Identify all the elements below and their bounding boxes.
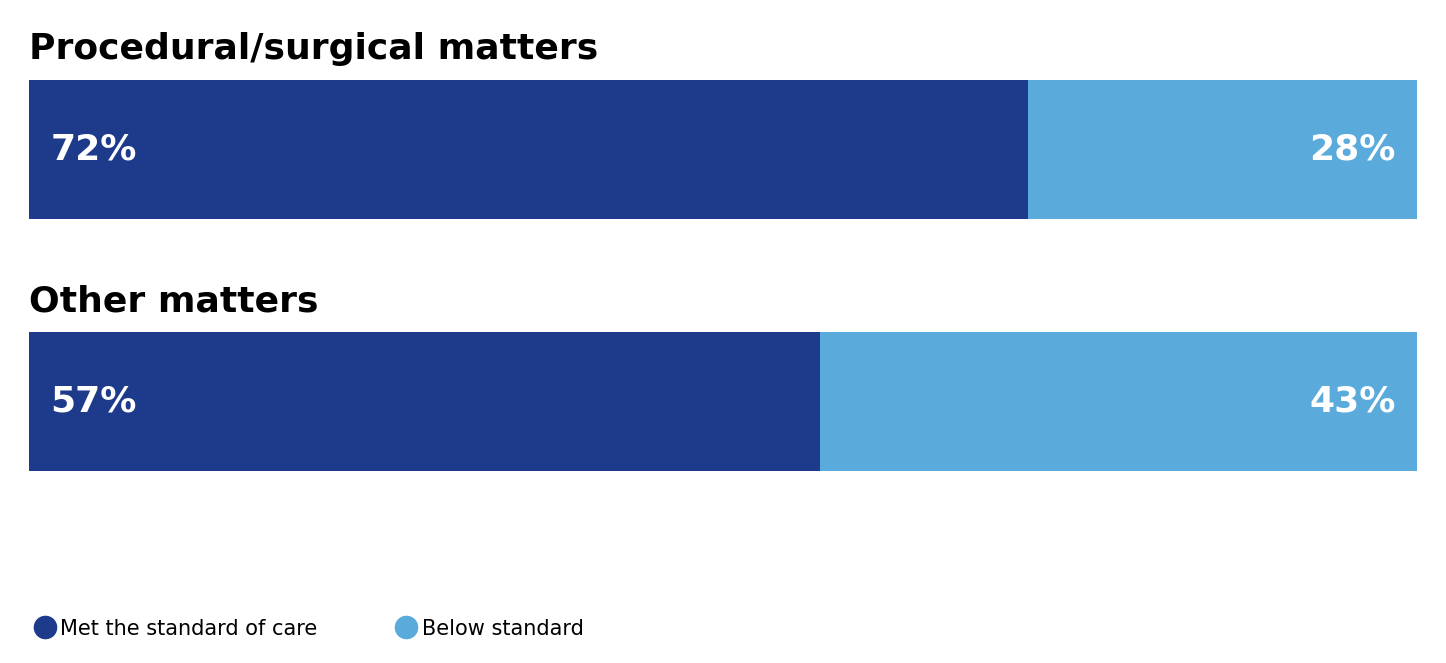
Legend: Met the standard of care, Below standard: Met the standard of care, Below standard [39,619,584,639]
Text: 72%: 72% [51,132,137,166]
Text: Other matters: Other matters [29,284,318,318]
Text: 57%: 57% [51,384,137,418]
Text: 28%: 28% [1309,132,1395,166]
Text: Procedural/surgical matters: Procedural/surgical matters [29,32,599,66]
Text: 43%: 43% [1309,384,1395,418]
